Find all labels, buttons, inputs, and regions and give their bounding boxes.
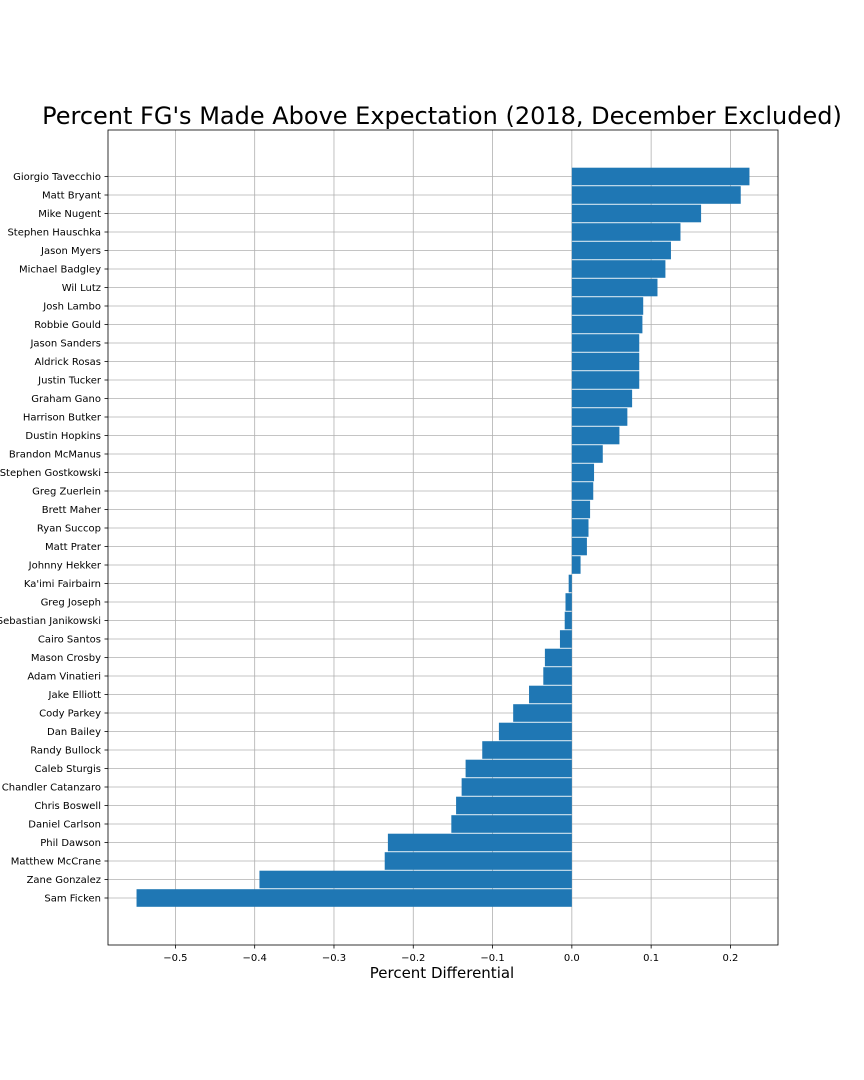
y-tick-label: Dan Bailey bbox=[47, 727, 101, 738]
x-tick-label: −0.1 bbox=[480, 953, 504, 964]
chart-title: Percent FG's Made Above Expectation (201… bbox=[42, 102, 842, 130]
bar bbox=[568, 574, 572, 593]
y-tick-label: Brett Maher bbox=[42, 505, 102, 516]
y-tick-label: Phil Dawson bbox=[40, 838, 101, 849]
y-tick-label: Jason Myers bbox=[40, 246, 101, 257]
bar bbox=[571, 537, 587, 556]
y-tick-label: Josh Lambo bbox=[42, 302, 101, 313]
bar bbox=[387, 833, 572, 852]
y-tick-label: Wil Lutz bbox=[62, 283, 101, 294]
bar bbox=[456, 796, 572, 815]
y-tick-label: Greg Joseph bbox=[41, 598, 101, 609]
bar bbox=[543, 667, 572, 685]
bar bbox=[571, 500, 591, 519]
x-tick-label: 0.0 bbox=[564, 953, 580, 964]
bar bbox=[461, 778, 572, 796]
bar bbox=[564, 611, 572, 630]
bar bbox=[559, 630, 572, 648]
bar bbox=[513, 704, 572, 722]
bar bbox=[498, 722, 572, 741]
bar bbox=[571, 371, 640, 389]
y-tick-label: Greg Zuerlein bbox=[32, 487, 101, 498]
y-tick-label: Jake Elliott bbox=[48, 690, 102, 701]
y-tick-label: Robbie Gould bbox=[34, 320, 101, 331]
x-tick-label: −0.3 bbox=[322, 953, 346, 964]
bar bbox=[465, 759, 572, 778]
y-tick-label: Justin Tucker bbox=[37, 376, 102, 387]
y-tick-label: Brandon McManus bbox=[9, 450, 101, 461]
y-tick-label: Stephen Hauschka bbox=[7, 228, 101, 239]
y-tick-label: Johnny Hekker bbox=[28, 561, 102, 572]
x-tick-label: −0.2 bbox=[401, 953, 425, 964]
y-tick-label: Ka'imi Fairbairn bbox=[24, 579, 101, 590]
bar bbox=[571, 445, 603, 463]
y-tick-label: Randy Bullock bbox=[30, 746, 101, 757]
bar bbox=[571, 278, 658, 297]
plot-frame bbox=[107, 129, 779, 946]
y-tick-label: Giorgio Tavecchio bbox=[13, 172, 101, 183]
y-tick-label: Michael Badgley bbox=[19, 265, 101, 276]
y-tick-label: Stephen Gostkowski bbox=[0, 468, 101, 479]
bar bbox=[571, 260, 666, 278]
y-tick-label: Cairo Santos bbox=[38, 635, 101, 646]
y-tick-label: Ryan Succop bbox=[37, 524, 101, 535]
bar bbox=[571, 334, 640, 352]
x-tick-label: −0.4 bbox=[243, 953, 267, 964]
bar bbox=[571, 167, 750, 186]
bar bbox=[565, 593, 572, 611]
y-tick-label: Jason Sanders bbox=[29, 339, 101, 350]
bar bbox=[384, 852, 572, 870]
bar bbox=[571, 223, 681, 241]
y-tick-label: Cody Parkey bbox=[39, 709, 101, 720]
bar bbox=[571, 482, 594, 500]
y-tick-label: Matt Bryant bbox=[42, 191, 101, 202]
x-tick-label: 0.1 bbox=[643, 953, 659, 964]
y-tick-label: Dustin Hopkins bbox=[25, 431, 101, 442]
bar bbox=[544, 648, 572, 667]
bar bbox=[571, 241, 671, 260]
y-tick-label: Harrison Butker bbox=[23, 413, 102, 424]
y-tick-label: Graham Gano bbox=[31, 394, 101, 405]
bar bbox=[136, 889, 572, 907]
bar bbox=[571, 389, 633, 408]
bar bbox=[529, 685, 572, 704]
y-tick-label: Matt Prater bbox=[45, 542, 102, 553]
bar bbox=[571, 556, 581, 574]
bar bbox=[571, 297, 644, 315]
y-tick-label: Chris Boswell bbox=[34, 801, 101, 812]
bar bbox=[571, 204, 702, 223]
x-axis-label: Percent Differential bbox=[370, 964, 514, 982]
y-tick-label: Matthew McCrane bbox=[11, 857, 101, 868]
x-tick-label: −0.5 bbox=[163, 953, 187, 964]
x-tick-label: 0.2 bbox=[722, 953, 738, 964]
bars bbox=[136, 167, 750, 907]
bar bbox=[571, 408, 628, 426]
y-tick-label: Caleb Sturgis bbox=[35, 764, 101, 775]
bar bbox=[482, 741, 572, 759]
y-tick-label: Aldrick Rosas bbox=[35, 357, 102, 368]
bar bbox=[571, 426, 620, 445]
bar bbox=[571, 519, 589, 537]
y-tick-labels: Giorgio Tavecchio Matt Bryant Mike Nugent S… bbox=[0, 172, 108, 905]
bar bbox=[571, 463, 595, 482]
y-tick-label: Chandler Catanzaro bbox=[2, 783, 101, 794]
y-tick-label: Mason Crosby bbox=[31, 653, 101, 664]
y-tick-label: Mike Nugent bbox=[38, 209, 101, 220]
bar bbox=[571, 352, 640, 371]
bar bbox=[451, 815, 572, 833]
y-tick-label: Sam Ficken bbox=[44, 894, 101, 905]
y-tick-label: Daniel Carlson bbox=[28, 820, 101, 831]
bar bbox=[259, 870, 572, 889]
bar bbox=[571, 186, 741, 204]
y-tick-label: Sebastian Janikowski bbox=[0, 616, 101, 627]
bar bbox=[571, 315, 643, 334]
y-tick-label: Zane Gonzalez bbox=[27, 875, 101, 886]
y-tick-label: Adam Vinatieri bbox=[27, 672, 101, 683]
x-tick-labels: −0.5 −0.4 −0.3 −0.2 −0.1 0.0 0.1 0.2 bbox=[163, 945, 738, 964]
